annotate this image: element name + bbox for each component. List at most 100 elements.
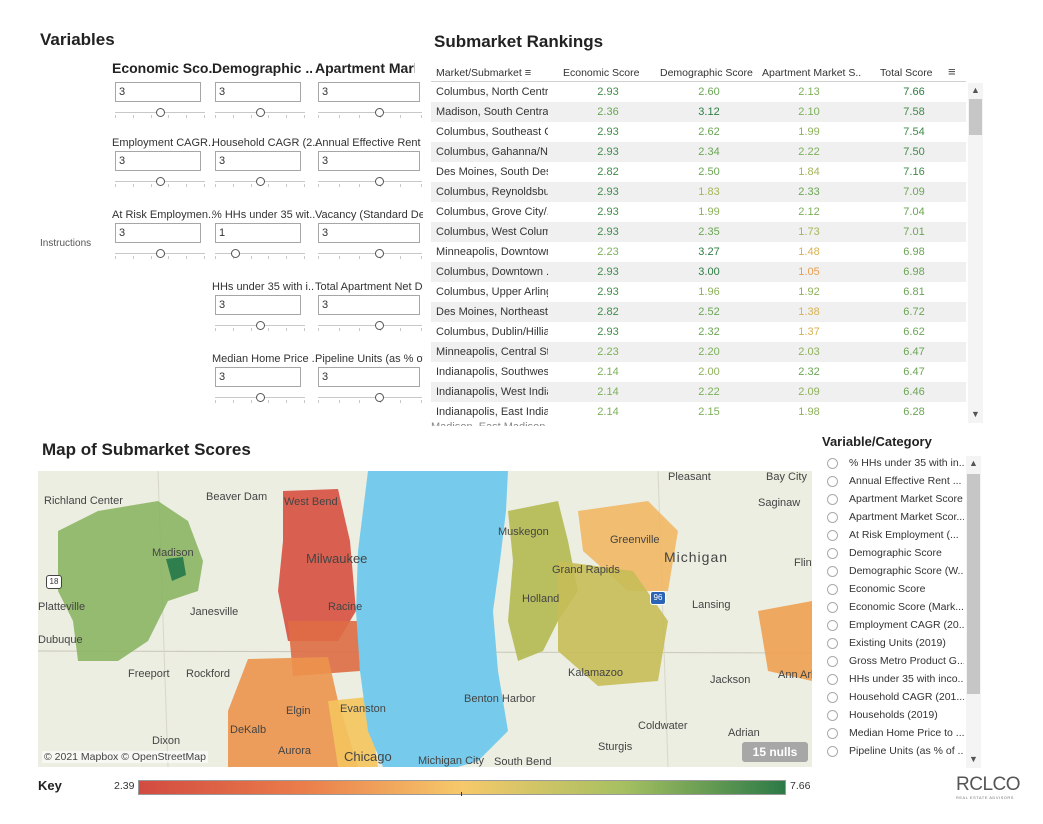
weight-input[interactable]: 3 [215,367,301,387]
table-row[interactable]: Columbus, Upper Arling.. 2.93 1.96 1.92 6.81 [431,282,966,302]
weight-slider[interactable] [318,393,422,403]
weight-slider[interactable] [215,249,305,259]
slider-knob[interactable] [155,249,165,258]
weight-slider[interactable] [115,177,205,187]
table-row[interactable]: Indianapolis, West India.. 2.14 2.22 2.09 6.… [431,382,966,402]
header-market[interactable]: Market/Submarket ≡ [436,67,532,79]
weight-slider[interactable] [318,249,422,259]
weight-input[interactable]: 1 [215,223,301,243]
radio-button[interactable] [827,602,838,613]
slider-knob[interactable] [375,249,384,258]
header-demographic-score[interactable]: Demographic Score [660,67,753,79]
radio-button[interactable] [827,728,838,739]
sort-icon[interactable]: ≡ [948,64,956,79]
table-row[interactable]: Minneapolis, Central St.. 2.23 2.20 2.03 6.4… [431,342,966,362]
table-row[interactable]: Columbus, Grove City/.. 2.93 1.99 2.12 7.04 [431,202,966,222]
scroll-up-icon[interactable]: ▲ [971,85,980,95]
table-row[interactable]: Columbus, North Centr.. 2.93 2.60 2.13 7.66 [431,82,966,102]
table-row[interactable]: Minneapolis, Downtown.. 2.23 3.27 1.48 6.98 [431,242,966,262]
slider-knob[interactable] [375,177,384,186]
scroll-down-icon[interactable]: ▼ [969,754,978,764]
table-row[interactable]: Des Moines, South Des.. 2.82 2.50 1.84 7.16 [431,162,966,182]
map-label: Beaver Dam [206,491,268,503]
weight-slider[interactable] [215,393,305,403]
slider-knob[interactable] [255,177,265,186]
instructions-link[interactable]: Instructions [40,238,92,249]
scroll-up-icon[interactable]: ▲ [969,458,978,468]
radio-button[interactable] [827,674,838,685]
table-row[interactable]: Columbus, Dublin/Hilliard 2.93 2.32 1.37 6.6… [431,322,966,342]
table-row[interactable]: Madison, South Central.. 2.36 3.12 2.10 7.58 [431,102,966,122]
slider-tick [232,115,234,118]
weight-input[interactable]: 3 [215,295,301,315]
slider-tick [186,184,188,187]
slider-knob[interactable] [231,249,241,258]
radio-button[interactable] [827,476,838,487]
weight-input[interactable]: 3 [318,223,420,243]
weight-input[interactable]: 3 [318,295,420,315]
radio-button[interactable] [827,584,838,595]
total-score: 7.16 [903,166,925,178]
radio-button[interactable] [827,494,838,505]
radio-button[interactable] [827,530,838,541]
radio-button[interactable] [827,710,838,721]
map-label: Sturgis [598,741,633,753]
radio-button[interactable] [827,746,838,757]
rankings-scroll-thumb[interactable] [969,99,982,135]
submarket-name: Columbus, West Colum.. [436,226,548,238]
rankings-scrollbar[interactable]: ▲ ▼ [968,83,983,423]
table-row[interactable]: Columbus, Downtown .. 2.93 3.00 1.05 6.98 [431,262,966,282]
weight-slider[interactable] [215,108,305,118]
slider-knob[interactable] [155,108,165,117]
weight-input[interactable]: 3 [318,82,420,102]
radio-button[interactable] [827,620,838,631]
weight-slider[interactable] [215,177,305,187]
scroll-down-icon[interactable]: ▼ [971,409,980,419]
weight-slider[interactable] [115,249,205,259]
slider-knob[interactable] [255,108,265,117]
nulls-badge[interactable]: 15 nulls [742,742,808,762]
table-row[interactable]: Columbus, West Colum.. 2.93 2.35 1.73 7.01 [431,222,966,242]
weight-input[interactable]: 3 [215,82,301,102]
radio-button[interactable] [827,548,838,559]
weight-slider[interactable] [318,108,422,118]
slider-knob[interactable] [375,321,384,330]
weight-input[interactable]: 3 [115,82,201,102]
table-row[interactable]: Indianapolis, East India.. 2.14 2.15 1.98 6.… [431,402,966,422]
radio-button[interactable] [827,566,838,577]
table-row[interactable]: Des Moines, Northeast .. 2.82 2.52 1.38 6.72 [431,302,966,322]
radio-button[interactable] [827,638,838,649]
weight-input[interactable]: 3 [318,151,420,171]
sort-icon[interactable]: ≡ [524,67,532,79]
slider-knob[interactable] [255,321,265,330]
header-economic-score[interactable]: Economic Score [563,67,640,79]
weight-input[interactable]: 3 [115,223,201,243]
table-row[interactable]: Columbus, Reynoldsbur.. 2.93 1.83 2.33 7.09 [431,182,966,202]
slider-knob[interactable] [155,177,165,186]
weight-slider[interactable] [318,177,422,187]
header-apartment-score[interactable]: Apartment Market S.. [762,67,862,79]
header-total-score[interactable]: Total Score [880,67,933,79]
weight-input[interactable]: 3 [215,151,301,171]
weight-slider[interactable] [215,321,305,331]
weight-slider[interactable] [115,108,205,118]
demographic-score: 3.00 [698,266,720,278]
legend-scroll-thumb[interactable] [967,474,980,694]
table-row[interactable]: Columbus, Gahanna/N.. 2.93 2.34 2.22 7.50 [431,142,966,162]
weight-input[interactable]: 3 [115,151,201,171]
table-row[interactable]: Indianapolis, Southwest.. 2.14 2.00 2.32 6.4… [431,362,966,382]
slider-knob[interactable] [375,108,384,117]
map-graphic[interactable] [38,471,812,767]
map-attribution: © 2021 Mapbox © OpenStreetMap [42,751,208,763]
table-row[interactable]: Columbus, Southeast C.. 2.93 2.62 1.99 7.54 [431,122,966,142]
weight-input[interactable]: 3 [318,367,420,387]
radio-button[interactable] [827,458,838,469]
slider-knob[interactable] [375,393,384,402]
radio-button[interactable] [827,692,838,703]
weight-slider[interactable] [318,321,422,331]
radio-button[interactable] [827,656,838,667]
submarket-map[interactable]: Richland Center Beaver Dam West Bend Mad… [38,471,812,767]
legend-scrollbar[interactable]: ▲ ▼ [966,456,981,768]
radio-button[interactable] [827,512,838,523]
slider-knob[interactable] [255,393,265,402]
